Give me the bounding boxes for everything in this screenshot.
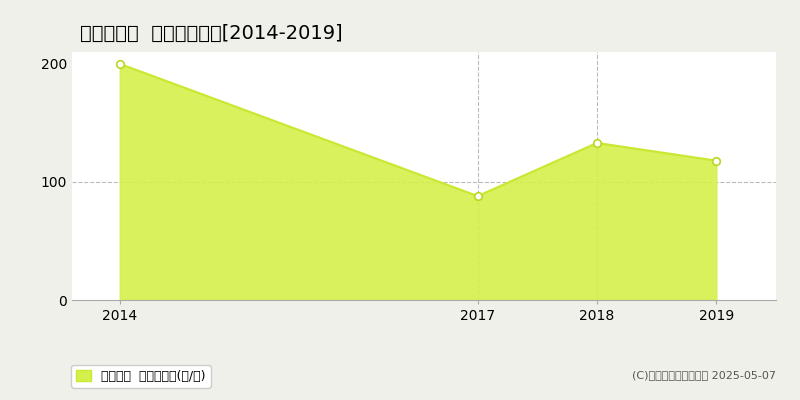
Point bbox=[471, 193, 484, 199]
Text: 新城市名越  林地価格推移[2014-2019]: 新城市名越 林地価格推移[2014-2019] bbox=[80, 24, 342, 43]
Legend: 林地価格  平均坪単価(円/坪): 林地価格 平均坪単価(円/坪) bbox=[71, 365, 210, 388]
Point bbox=[710, 158, 722, 164]
Point bbox=[590, 140, 603, 146]
Point bbox=[114, 61, 126, 67]
Text: (C)土地価格ドットコム 2025-05-07: (C)土地価格ドットコム 2025-05-07 bbox=[632, 370, 776, 380]
